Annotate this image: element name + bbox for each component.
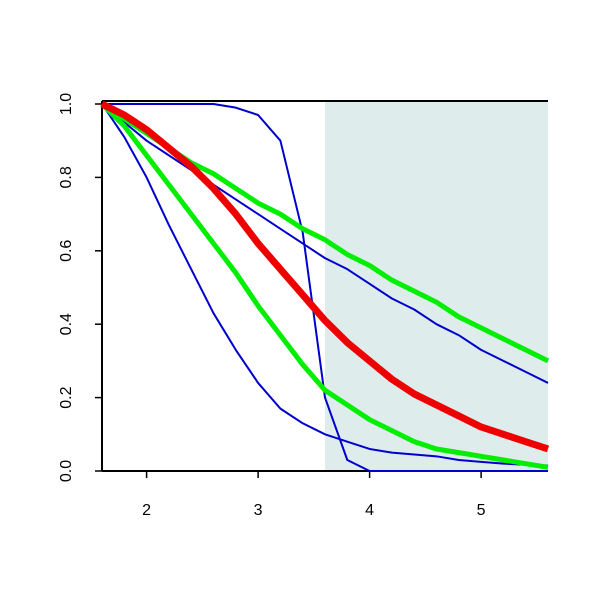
x-tick-label: 5 bbox=[477, 502, 486, 519]
y-tick-label: 0.6 bbox=[58, 240, 75, 262]
curve bbox=[101, 103, 549, 467]
y-tick-label: 0.2 bbox=[58, 386, 75, 408]
curve bbox=[100, 100, 550, 453]
curve bbox=[101, 103, 549, 384]
x-tick-label: 2 bbox=[142, 502, 151, 519]
y-tick-label: 0.0 bbox=[58, 460, 75, 482]
y-tick-label: 0.8 bbox=[58, 166, 75, 188]
y-tick-label: 1.0 bbox=[58, 93, 75, 115]
curve bbox=[100, 102, 549, 470]
curve bbox=[102, 103, 548, 472]
y-tick-label: 0.4 bbox=[58, 313, 75, 335]
x-tick-label: 3 bbox=[254, 502, 263, 519]
x-tick-label: 4 bbox=[365, 502, 374, 519]
shaded-region bbox=[325, 101, 548, 471]
